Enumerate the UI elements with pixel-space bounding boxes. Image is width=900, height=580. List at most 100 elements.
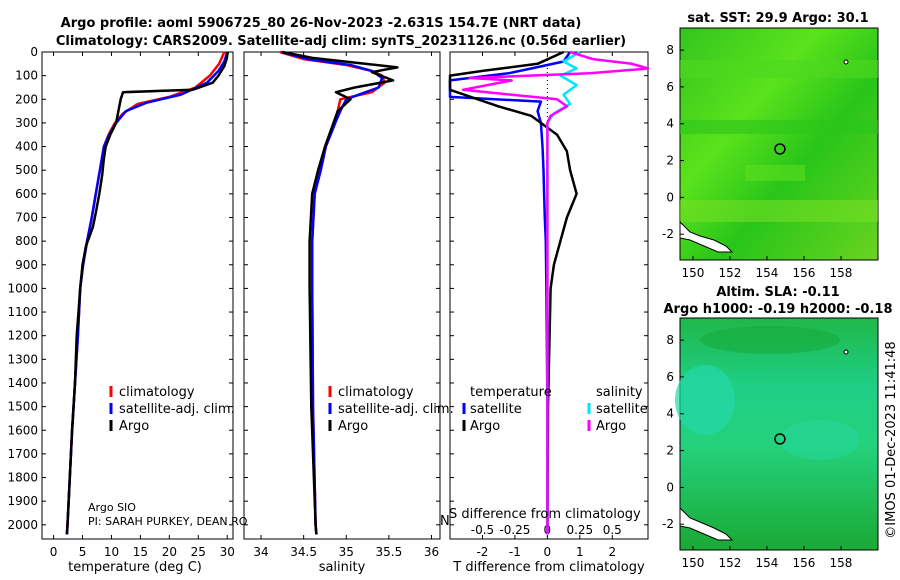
depth-axis: 0 100 200 300 400 500 600 700 800 900 1000 1100 1200…	[7, 45, 648, 532]
figure-title-line2: Climatology: CARS2009. Satellite-adj cli…	[56, 34, 626, 49]
legend-salinity-heading: salinity	[596, 385, 643, 400]
map-x-tick-label: 156	[793, 266, 816, 280]
legend-climatology: climatology	[119, 385, 195, 400]
sst-map-title: sat. SST: 29.9 Argo: 30.1	[687, 11, 868, 26]
sst-band	[680, 60, 878, 78]
depth-tick-label: 300	[15, 116, 38, 130]
legend-satellite-adj: satellite-adj. clim.	[338, 402, 454, 417]
legend-s-argo: Argo	[596, 419, 626, 434]
sla-blob	[675, 365, 735, 435]
series-line-satellite-adj-clim-	[281, 50, 384, 535]
depth-tick-label: 800	[15, 234, 38, 248]
sla-coastline	[679, 506, 734, 541]
x-tick-label: 30	[220, 545, 235, 559]
imos-timestamp: ©IMOS 01-Dec-2023 11:41:48	[884, 341, 899, 538]
depth-tick-label: 400	[15, 140, 38, 154]
sla-blob	[700, 326, 840, 354]
temperature-xlabel: temperature (deg C)	[68, 560, 202, 575]
x-tick-label: 36	[424, 545, 439, 559]
series-line-t-argo	[448, 50, 578, 535]
depth-tick-label: 1400	[7, 376, 38, 390]
sst-band	[745, 165, 805, 181]
figure-title-line1: Argo profile: aoml 5906725_80 26-Nov-202…	[61, 16, 582, 31]
sst-band	[680, 200, 878, 222]
argo-location-marker	[774, 433, 786, 445]
legend-t-satellite: satellite	[470, 402, 522, 417]
depth-tick-label: 1900	[7, 494, 38, 508]
x-tick-label: 5	[79, 545, 87, 559]
map-x-tick-label: 158	[830, 266, 853, 280]
sla-island	[843, 349, 849, 355]
sst-map-texture	[680, 60, 878, 222]
legend-t-argo: Argo	[470, 419, 500, 434]
sla-map-texture	[675, 326, 860, 460]
series-line-s-argo	[461, 50, 650, 535]
depth-tick-label: 100	[15, 69, 38, 83]
depth-tick-label: 1100	[7, 305, 38, 319]
pi-label: PI: SARAH PURKEY, DEAN RO	[88, 515, 248, 528]
x-tick-label: 10	[104, 545, 119, 559]
difference-xlabel: T difference from climatology	[452, 560, 645, 575]
x-tick-label: 34	[253, 545, 268, 559]
s-diff-tick-label: 0.25	[566, 523, 593, 537]
s-diff-tick-label: -0.5	[471, 523, 494, 537]
map-y-tick-label: 6	[666, 80, 674, 94]
temperature-legend: climatology satellite-adj. clim. Argo	[109, 385, 235, 434]
map-x-tick-label: 154	[756, 266, 779, 280]
map-y-tick-label: 4	[666, 117, 674, 131]
depth-tick-label: 1600	[7, 423, 38, 437]
map-x-tick-label: 150	[682, 556, 705, 570]
map-y-tick-label: -2	[662, 227, 674, 241]
map-y-tick-label: 8	[666, 43, 674, 57]
depth-tick-label: 1000	[7, 281, 38, 295]
legend-climatology: climatology	[338, 385, 414, 400]
x-tick-label: 2	[608, 545, 616, 559]
s-diff-tick-label: -0.25	[499, 523, 530, 537]
sla-map-title-line1: Altim. SLA: -0.11	[716, 285, 839, 300]
map-y-tick-label: -2	[662, 517, 674, 531]
legend-temperature-heading: temperature	[470, 385, 552, 400]
x-tick-label: -2	[476, 545, 488, 559]
map-x-tick-label: 152	[719, 556, 742, 570]
series-line-s-satellite	[546, 50, 581, 535]
sla-blob	[780, 420, 860, 460]
depth-tick-label: 1300	[7, 352, 38, 366]
series-line-argo	[65, 51, 230, 535]
depth-tick-label: 600	[15, 187, 38, 201]
argo-sio-label: Argo SIO	[88, 501, 136, 514]
map-x-tick-label: 158	[830, 556, 853, 570]
map-x-tick-label: 156	[793, 556, 816, 570]
map-x-tick-label: 152	[719, 266, 742, 280]
temperature-panel-frame	[41, 51, 234, 540]
map-y-tick-label: 6	[666, 370, 674, 384]
difference-panel-frame	[449, 51, 649, 540]
sst-map-axes: 150 152 154 156 158 -2 0 2 4 6 8	[662, 43, 852, 280]
map-y-tick-label: 0	[666, 190, 674, 204]
salinity-panel: 34 34.5 35 35.5 36	[253, 50, 439, 559]
x-tick-label: -1	[509, 545, 521, 559]
map-y-tick-label: 0	[666, 480, 674, 494]
salinity-panel-frame	[243, 51, 441, 540]
map-y-tick-label: 4	[666, 407, 674, 421]
map-y-tick-label: 8	[666, 333, 674, 347]
difference-legend: temperature salinity satellite Argo sate…	[462, 385, 648, 434]
argo-location-marker	[774, 143, 786, 155]
sst-island	[843, 59, 849, 65]
sla-map-axes: 150 152 154 156 158 -2 0 2 4 6 8	[662, 333, 852, 570]
x-tick-label: 34.5	[290, 545, 317, 559]
series-line-t-satellite	[448, 51, 572, 535]
series-line-argo	[282, 50, 399, 535]
map-y-tick-label: 2	[666, 444, 674, 458]
x-tick-label: 35	[339, 545, 354, 559]
legend-s-satellite: satellite	[596, 402, 648, 417]
depth-tick-label: 200	[15, 92, 38, 106]
x-tick-label: 20	[162, 545, 177, 559]
sst-band	[680, 120, 878, 134]
x-tick-label: 15	[133, 545, 148, 559]
depth-tick-label: 1700	[7, 447, 38, 461]
cut-off-char: N	[440, 514, 450, 529]
sla-map-title-line2: Argo h1000: -0.19 h2000: -0.18	[663, 302, 892, 317]
x-tick-label: 35.5	[376, 545, 403, 559]
legend-argo: Argo	[338, 419, 368, 434]
depth-tick-label: 0	[30, 45, 38, 59]
